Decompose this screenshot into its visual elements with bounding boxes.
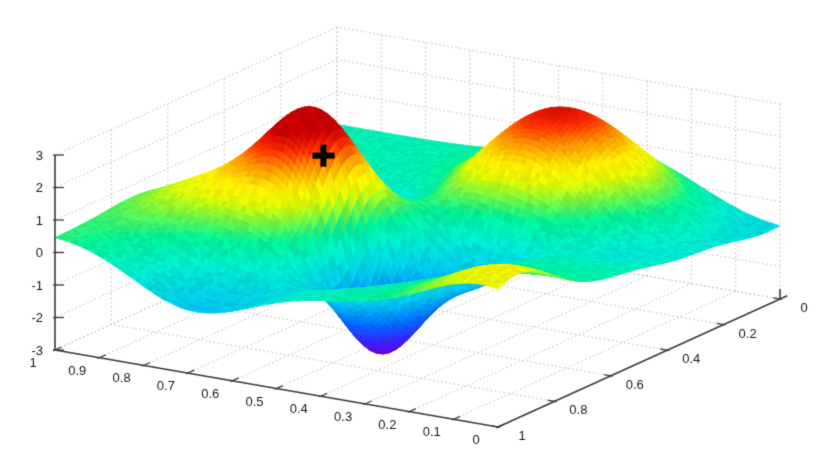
matlab-figure-axes <box>0 0 820 461</box>
surface-plot-canvas[interactable] <box>0 0 820 461</box>
